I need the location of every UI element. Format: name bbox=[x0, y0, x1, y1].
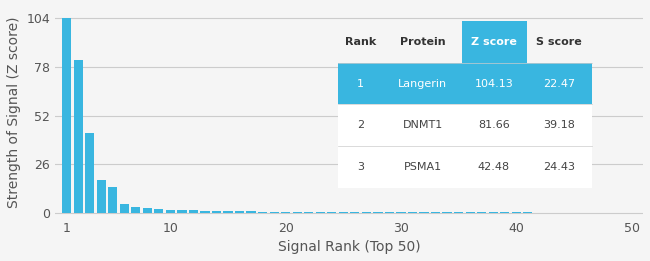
Bar bbox=[535, 212, 544, 213]
Bar bbox=[62, 18, 72, 213]
Bar bbox=[462, 21, 526, 63]
Text: 104.13: 104.13 bbox=[474, 79, 514, 88]
Text: 1: 1 bbox=[358, 79, 364, 88]
Bar bbox=[120, 204, 129, 213]
Bar bbox=[97, 180, 106, 213]
Text: PSMA1: PSMA1 bbox=[404, 162, 441, 172]
Bar bbox=[362, 212, 371, 213]
Bar bbox=[189, 210, 198, 213]
Bar bbox=[569, 212, 578, 213]
Text: Protein: Protein bbox=[400, 37, 445, 47]
Bar bbox=[443, 212, 452, 213]
Bar bbox=[235, 211, 244, 213]
Text: 22.47: 22.47 bbox=[543, 79, 575, 88]
Bar bbox=[581, 212, 590, 213]
Bar bbox=[526, 63, 592, 104]
Bar bbox=[166, 210, 175, 213]
Bar bbox=[489, 212, 498, 213]
Bar bbox=[281, 212, 291, 213]
Text: 39.18: 39.18 bbox=[543, 120, 575, 130]
Text: DNMT1: DNMT1 bbox=[402, 120, 443, 130]
Bar bbox=[373, 212, 382, 213]
Bar bbox=[526, 21, 592, 63]
X-axis label: Signal Rank (Top 50): Signal Rank (Top 50) bbox=[278, 240, 421, 254]
Bar bbox=[500, 212, 510, 213]
Bar bbox=[431, 212, 440, 213]
Bar bbox=[143, 208, 152, 213]
Bar bbox=[462, 104, 526, 146]
Bar bbox=[327, 212, 337, 213]
Bar bbox=[546, 212, 556, 213]
Text: Rank: Rank bbox=[345, 37, 376, 47]
Bar bbox=[338, 146, 384, 188]
Text: 2: 2 bbox=[358, 120, 364, 130]
Bar bbox=[350, 212, 359, 213]
Bar bbox=[558, 212, 567, 213]
Bar bbox=[108, 187, 118, 213]
Bar bbox=[396, 212, 406, 213]
Bar bbox=[200, 211, 209, 213]
Y-axis label: Strength of Signal (Z score): Strength of Signal (Z score) bbox=[7, 16, 21, 207]
Bar bbox=[338, 21, 384, 63]
Bar bbox=[338, 63, 384, 104]
Bar bbox=[384, 21, 462, 63]
Bar bbox=[224, 211, 233, 213]
Bar bbox=[131, 207, 140, 213]
Bar bbox=[246, 211, 255, 213]
Bar bbox=[154, 209, 164, 213]
Bar bbox=[338, 104, 384, 146]
Bar bbox=[408, 212, 417, 213]
Bar bbox=[384, 63, 462, 104]
Bar bbox=[462, 146, 526, 188]
Text: S score: S score bbox=[536, 37, 582, 47]
Bar bbox=[270, 212, 279, 213]
Text: Z score: Z score bbox=[471, 37, 517, 47]
Text: 81.66: 81.66 bbox=[478, 120, 510, 130]
Text: 24.43: 24.43 bbox=[543, 162, 575, 172]
Bar bbox=[526, 104, 592, 146]
Bar bbox=[258, 212, 267, 213]
Bar bbox=[292, 212, 302, 213]
Bar bbox=[384, 146, 462, 188]
Bar bbox=[212, 211, 221, 213]
Bar bbox=[339, 212, 348, 213]
Bar bbox=[465, 212, 474, 213]
Bar bbox=[454, 212, 463, 213]
Bar bbox=[177, 210, 187, 213]
Bar bbox=[512, 212, 521, 213]
Bar bbox=[85, 133, 94, 213]
Bar bbox=[304, 212, 313, 213]
Bar bbox=[419, 212, 428, 213]
Bar bbox=[477, 212, 486, 213]
Bar bbox=[384, 104, 462, 146]
Bar bbox=[526, 146, 592, 188]
Bar bbox=[385, 212, 394, 213]
Bar bbox=[73, 60, 83, 213]
Bar bbox=[316, 212, 325, 213]
Text: 3: 3 bbox=[358, 162, 364, 172]
Bar bbox=[462, 63, 526, 104]
Bar bbox=[523, 212, 532, 213]
Text: 42.48: 42.48 bbox=[478, 162, 510, 172]
Text: Langerin: Langerin bbox=[398, 79, 447, 88]
